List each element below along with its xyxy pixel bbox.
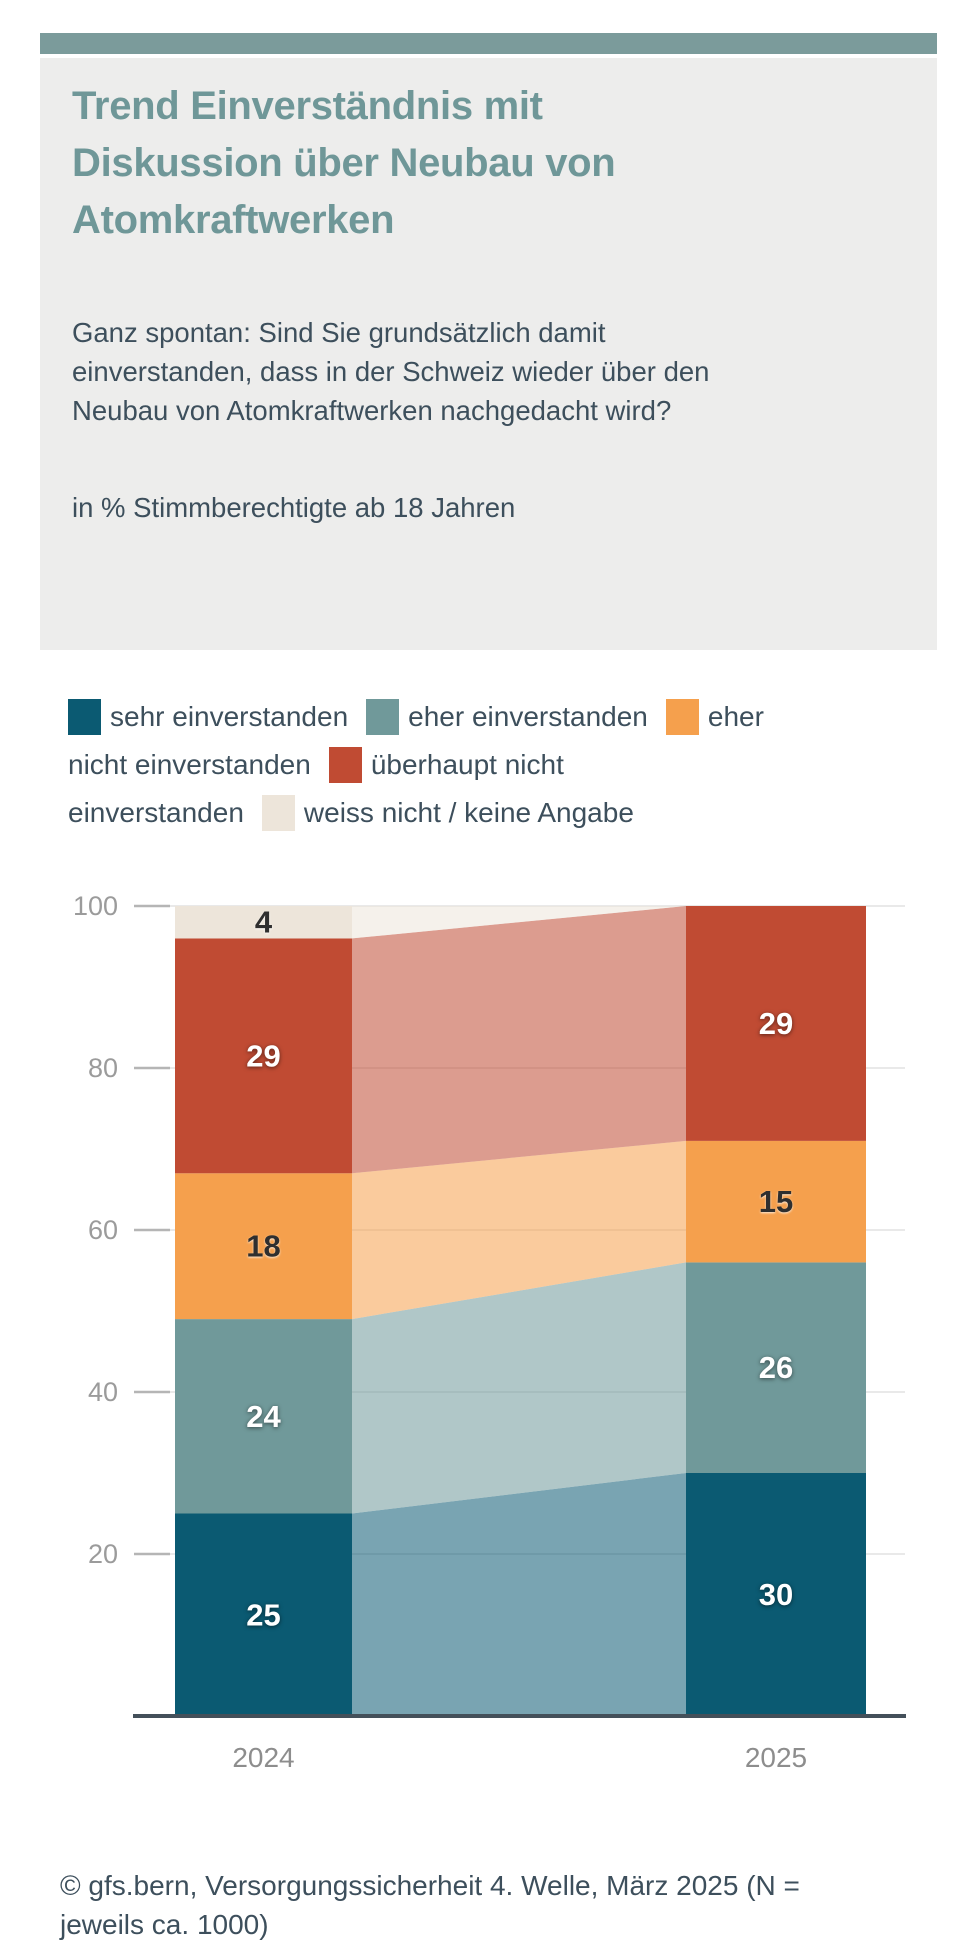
x-tick-label: 2024 [232,1742,294,1773]
y-tick-label: 40 [88,1377,118,1407]
bar-segment [686,1140,866,1263]
unit-note: in % Stimmberechtigte ab 18 Jahren [72,492,516,523]
legend-swatch [68,699,101,735]
legend-swatch [366,699,400,735]
legend-row: sehr einverstanden eher einverstanden eher [68,693,928,741]
bar-segment [175,1513,352,1716]
trend-stacked-bar-chart: 20 40 60 80 100 25 24 18 29 4 2024 30 26 15 29 2025 [73,891,906,1773]
legend-swatch [261,795,295,831]
chart-legend: sehr einverstanden eher einverstanden eher… [68,693,928,837]
bar-value-label: 29 [759,1006,793,1041]
x-tick-label: 2025 [745,1742,807,1773]
legend-label: einverstanden [68,797,244,828]
legend-label: nicht einverstanden [68,749,311,780]
legend-row: einverstanden weiss nicht / keine Angabe [68,789,928,837]
bar-segment [175,1319,352,1514]
legend-label: überhaupt nicht [370,749,564,780]
bar-value-label: 15 [759,1184,793,1219]
legend-label: eher einverstanden [408,701,648,732]
legend-label: weiss nicht / keine Angabe [303,797,634,828]
connector-band [352,906,686,939]
accent-bar [40,33,937,54]
y-tick-label: 60 [88,1215,118,1245]
connector-band [352,1262,686,1514]
bar-segment [686,1473,866,1716]
survey-question: Ganz spontan: Sind Sie grundsätzlich dam… [72,317,710,426]
page-title: Trend Einverständnis mit Diskussion über… [72,84,616,242]
legend-row: nicht einverstanden überhaupt nicht [68,741,928,789]
bar-value-label: 4 [255,905,273,940]
bar-value-label: 30 [759,1577,793,1612]
connector-band [352,1140,686,1320]
bar-segment [175,938,352,1174]
bar-segment [686,1262,866,1473]
y-tick-label: 20 [88,1539,118,1569]
bar-value-label: 26 [759,1350,793,1385]
bar-value-label: 29 [246,1038,280,1073]
y-tick-label: 80 [88,1053,118,1083]
y-tick-label: 100 [73,891,118,921]
bar-segment [686,906,866,1141]
bar-segment [175,1173,352,1320]
bar-value-label: 24 [246,1399,281,1434]
connector-band [352,1473,686,1716]
legend-swatch [665,699,699,735]
connector-band [352,906,686,1174]
header-box: Trend Einverständnis mit Diskussion über… [40,58,937,650]
legend-swatch [328,747,362,783]
source-note: © gfs.bern, Versorgungssicherheit 4. Wel… [60,1870,800,1940]
legend-label: sehr einverstanden [110,701,349,732]
bar-segment [175,906,352,939]
bar-value-label: 18 [246,1229,280,1264]
bar-value-label: 25 [246,1597,280,1632]
legend-label: eher [707,701,764,732]
